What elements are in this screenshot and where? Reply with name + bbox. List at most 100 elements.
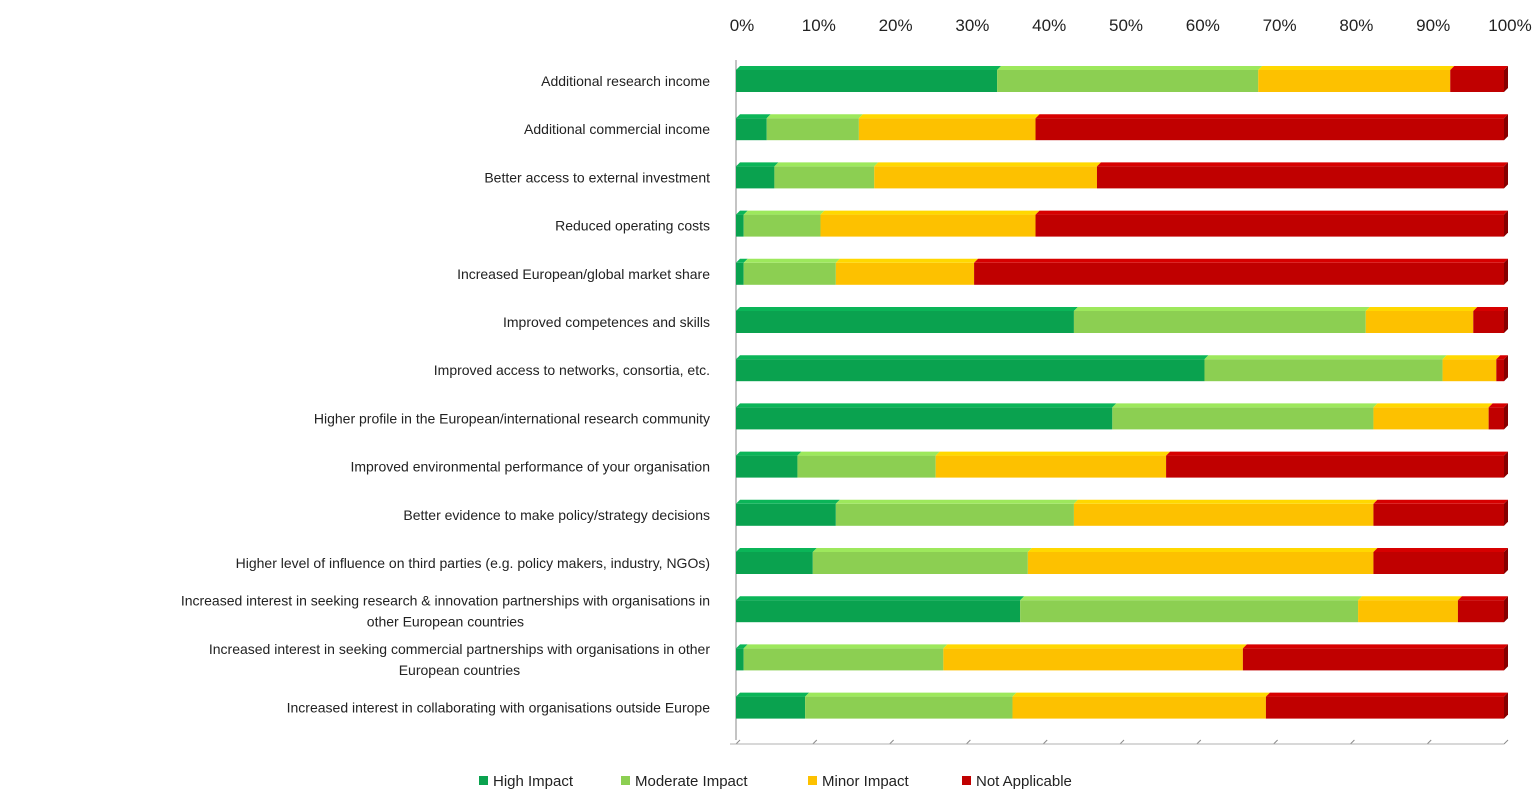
x-tick-mark <box>1426 739 1432 745</box>
bar-segment <box>1073 503 1374 526</box>
bar-segment <box>1012 696 1266 719</box>
bar-segment-top <box>736 114 771 119</box>
category-label-line: Better evidence to make policy/strategy … <box>403 507 710 523</box>
bar-segment <box>835 262 975 285</box>
category-label: Better evidence to make policy/strategy … <box>403 507 710 523</box>
bar-segment-top <box>1450 66 1508 70</box>
bar-segment-top <box>1204 355 1447 360</box>
bar-segment-top <box>1096 162 1508 167</box>
legend-label: Moderate Impact <box>635 773 748 790</box>
bar-segment <box>1096 166 1504 189</box>
category-label-line: Increased interest in seeking research &… <box>181 593 710 609</box>
x-tick-mark <box>966 739 971 745</box>
bar-segment <box>736 214 744 237</box>
category-label-line: Improved environmental performance of yo… <box>350 459 710 475</box>
bar-row <box>736 162 1508 189</box>
bar-segment-top <box>1112 403 1378 408</box>
legend-swatch <box>479 776 488 785</box>
category-label: Improved access to networks, consortia, … <box>434 362 710 378</box>
x-tick-label: 40% <box>1032 16 1066 35</box>
bar-segment-top <box>1035 210 1508 215</box>
bar-segment-top <box>974 258 1508 263</box>
bar-side <box>1504 451 1508 478</box>
x-tick-mark <box>1119 739 1125 745</box>
bar-segment-top <box>812 548 1032 552</box>
bar-segment-top <box>1358 596 1462 601</box>
x-tick-label: 100% <box>1488 16 1531 35</box>
bar-side <box>1504 162 1508 189</box>
bar-segment <box>1258 70 1451 92</box>
x-tick-label: 90% <box>1416 16 1450 35</box>
bar-side <box>1504 114 1508 141</box>
category-label: Better access to external investment <box>484 169 710 185</box>
x-tick-mark <box>889 739 894 745</box>
x-tick-mark <box>1273 739 1278 745</box>
bar-segment-top <box>736 355 1209 360</box>
bar-segment-top <box>1166 451 1508 456</box>
bar-segment-top <box>874 162 1101 167</box>
bar-segment <box>1035 118 1504 141</box>
bar-segment-top <box>1242 644 1508 649</box>
category-label: Higher level of influence on third parti… <box>236 555 710 571</box>
bar-row <box>736 355 1508 382</box>
bar-segment-top <box>766 114 863 119</box>
bar-segment <box>736 503 836 526</box>
bar-segment <box>1496 359 1504 382</box>
x-tick-mark <box>1503 739 1509 745</box>
bar-segment-top <box>820 210 1040 215</box>
bar-side <box>1504 307 1508 333</box>
bar-segment <box>736 311 1074 333</box>
bar-segment <box>1242 648 1504 671</box>
bar-segment <box>736 696 806 719</box>
bar-side <box>1504 596 1508 623</box>
bar-segment <box>1488 407 1504 430</box>
bar-segment-top <box>736 210 748 215</box>
bar-segment-top <box>1012 692 1270 697</box>
bar-segment-top <box>805 692 1017 697</box>
category-label: Reduced operating costs <box>555 218 710 234</box>
category-label-line: Higher level of influence on third parti… <box>236 555 710 571</box>
x-axis-ticks: 0% 10% 20% 30% 40% 50% 60% 70% 80% 90% 100% <box>730 16 1532 745</box>
bar-segment <box>736 118 767 141</box>
bar-segment-top <box>1473 307 1508 311</box>
bar-segment-top <box>743 258 840 263</box>
category-label-line: Improved competences and skills <box>503 314 710 330</box>
legend-swatch <box>621 776 630 785</box>
bar-segment <box>1027 552 1374 574</box>
category-label: Increased interest in seeking research &… <box>181 593 710 630</box>
category-label: Increased interest in collaborating with… <box>287 700 711 716</box>
bar-row <box>736 499 1508 526</box>
legend-swatch <box>808 776 817 785</box>
bar-segment-top <box>743 644 948 649</box>
bar-side <box>1504 210 1508 237</box>
bar-segment <box>858 118 1036 141</box>
bar-side <box>1504 692 1508 719</box>
category-label-line: Increased interest in seeking commercial… <box>209 641 710 657</box>
bar-segment-top <box>736 499 840 504</box>
bar-segment <box>736 70 998 92</box>
bar-segment-top <box>1073 499 1378 504</box>
bar-segment <box>1373 503 1504 526</box>
bar-segment-top <box>1258 66 1455 70</box>
bar-segment <box>736 407 1113 430</box>
bar-segment <box>1450 70 1504 92</box>
category-label-line: Increased interest in collaborating with… <box>287 700 711 716</box>
bar-side <box>1504 644 1508 671</box>
bar-segment-top <box>736 258 748 263</box>
bar-segment-top <box>1442 355 1501 360</box>
bars <box>736 66 1508 719</box>
bar-segment <box>736 166 775 189</box>
bar-segment <box>797 455 936 478</box>
x-tick-label: 60% <box>1186 16 1220 35</box>
bar-segment <box>835 503 1074 526</box>
bar-segment-top <box>1020 596 1363 601</box>
bar-segment-top <box>1365 307 1478 311</box>
legend: High Impact Moderate Impact Minor Impact No… <box>479 773 1072 790</box>
bar-side <box>1504 403 1508 430</box>
bar-segment <box>736 359 1205 382</box>
bar-segment <box>943 648 1243 671</box>
x-tick-label: 80% <box>1339 16 1373 35</box>
bar-segment-top <box>1373 499 1508 504</box>
